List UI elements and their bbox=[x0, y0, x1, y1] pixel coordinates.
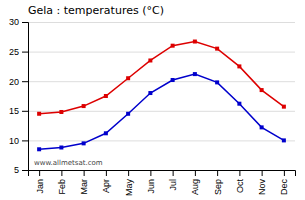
y-tick-mark bbox=[22, 81, 28, 82]
x-tick-mark bbox=[195, 170, 196, 176]
x-tick-mark bbox=[284, 170, 285, 176]
x-axis-line bbox=[29, 171, 296, 177]
title: Gela : temperatures (°C) bbox=[28, 4, 164, 17]
y-axis-line bbox=[22, 23, 29, 171]
plot: 5 10 15 20 25 30 Jan Feb Mar Apr May Jun Jul Aug Sep Oc… bbox=[9, 17, 296, 196]
marker bbox=[126, 112, 130, 116]
y-tick-label: 15 bbox=[9, 106, 19, 116]
y-tick-mark bbox=[22, 170, 28, 171]
x-axis: Jan Feb Mar Apr May Jun Jul Aug Sep Oct Nov Dec bbox=[29, 170, 296, 196]
x-tick-label: Feb bbox=[57, 179, 67, 195]
x-tick: Feb bbox=[57, 170, 67, 195]
marker bbox=[59, 146, 63, 150]
y-tick: 15 bbox=[9, 106, 28, 116]
x-tick: Oct bbox=[235, 170, 245, 193]
marker bbox=[282, 138, 286, 142]
grid-tick bbox=[28, 140, 295, 141]
x-tick: Jan bbox=[35, 170, 45, 194]
marker bbox=[82, 141, 86, 145]
x-tick: May bbox=[124, 170, 134, 196]
y-tick-label: 20 bbox=[9, 77, 19, 87]
x-tick-mark bbox=[217, 170, 218, 176]
x-tick: Nov bbox=[257, 170, 267, 195]
x-tick: Apr bbox=[101, 170, 111, 193]
x-tick-label: Aug bbox=[190, 179, 200, 195]
y-tick-label: 5 bbox=[14, 165, 19, 175]
x-tick-mark bbox=[173, 170, 174, 176]
y-tick-mark bbox=[22, 111, 28, 112]
x-tick-mark bbox=[39, 170, 40, 176]
y-axis: 5 10 15 20 25 30 bbox=[9, 17, 29, 175]
marker bbox=[148, 58, 152, 62]
x-tick: Jun bbox=[146, 170, 156, 194]
x-tick-mark bbox=[128, 170, 129, 176]
grid-line bbox=[28, 140, 295, 141]
x-tick-label: Oct bbox=[235, 179, 245, 194]
y-tick-mark bbox=[22, 22, 28, 23]
y-tick: 30 bbox=[9, 17, 28, 27]
x-tick-label: Dec bbox=[279, 179, 289, 196]
x-tick: Aug bbox=[190, 170, 200, 195]
x-tick-label: Jul bbox=[168, 179, 178, 191]
marker bbox=[59, 110, 63, 114]
line bbox=[39, 74, 284, 149]
y-tick-mark bbox=[22, 140, 28, 141]
x-tick-label: Nov bbox=[257, 179, 267, 196]
x-tick: Mar bbox=[79, 170, 89, 195]
grid bbox=[28, 23, 295, 171]
x-tick-mark bbox=[84, 170, 85, 176]
x-tick-label: Sep bbox=[213, 179, 223, 195]
marker bbox=[104, 94, 108, 98]
series bbox=[37, 72, 286, 151]
marker bbox=[148, 91, 152, 95]
chart: 5 10 15 20 25 30 Jan Feb Mar Apr May Jun Jul Aug Sep Oc… bbox=[0, 0, 305, 200]
marker bbox=[37, 112, 41, 116]
marker bbox=[171, 44, 175, 48]
x-tick: Jul bbox=[168, 170, 178, 191]
y-tick: 25 bbox=[9, 47, 28, 57]
x-tick: Dec bbox=[279, 170, 289, 195]
series bbox=[37, 40, 286, 116]
grid-tick bbox=[28, 22, 295, 23]
annotation: www.allmetsat.com bbox=[34, 159, 103, 167]
marker bbox=[260, 88, 264, 92]
y-tick: 20 bbox=[9, 77, 28, 87]
y-tick-label: 25 bbox=[9, 47, 19, 57]
marker bbox=[104, 131, 108, 135]
y-tick-label: 10 bbox=[9, 136, 19, 146]
marker bbox=[260, 125, 264, 129]
x-tick-mark bbox=[106, 170, 107, 176]
x-tick-label: Apr bbox=[101, 179, 111, 193]
marker bbox=[193, 72, 197, 76]
marker bbox=[237, 64, 241, 68]
marker bbox=[282, 105, 286, 109]
marker bbox=[237, 102, 241, 106]
marker bbox=[215, 47, 219, 51]
x-tick-label: Jun bbox=[146, 179, 156, 194]
x-tick-mark bbox=[239, 170, 240, 176]
line bbox=[39, 42, 284, 114]
marker bbox=[82, 104, 86, 108]
grid-line bbox=[28, 22, 295, 23]
y-tick: 5 bbox=[14, 165, 28, 175]
marker bbox=[193, 40, 197, 44]
marker bbox=[215, 80, 219, 84]
y-tick-mark bbox=[22, 52, 28, 53]
marker bbox=[37, 147, 41, 151]
x-tick-mark bbox=[61, 170, 62, 176]
marker bbox=[171, 78, 175, 82]
x-tick-label: May bbox=[124, 179, 134, 197]
marker bbox=[126, 76, 130, 80]
x-tick-mark bbox=[262, 170, 263, 176]
y-tick: 10 bbox=[9, 136, 28, 146]
x-tick-label: Mar bbox=[79, 179, 89, 195]
x-tick-mark bbox=[150, 170, 151, 176]
y-tick-label: 30 bbox=[9, 17, 19, 27]
x-tick: Sep bbox=[213, 170, 223, 195]
marks bbox=[37, 40, 286, 152]
x-tick-label: Jan bbox=[35, 179, 45, 194]
